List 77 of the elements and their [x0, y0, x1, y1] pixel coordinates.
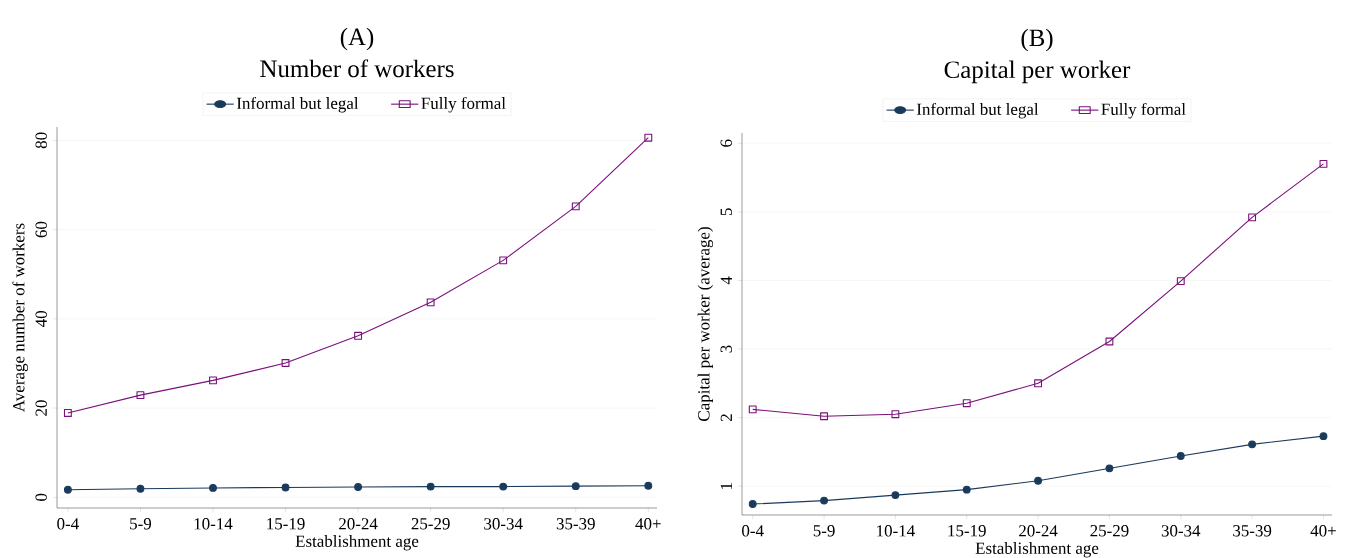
legend-label: Informal but legal: [236, 96, 359, 113]
point: [1105, 464, 1114, 473]
y-tick-label: 2: [720, 414, 732, 422]
point: [962, 399, 971, 408]
x-tick-label: 25-29: [1090, 525, 1129, 537]
y-tick-label: 3: [720, 345, 732, 353]
point: [1248, 213, 1257, 222]
point: [281, 359, 290, 367]
point: [962, 485, 971, 494]
point: [1034, 379, 1043, 388]
point: [644, 133, 653, 142]
y-tick-label: 4: [720, 276, 732, 285]
point: [748, 500, 757, 508]
x-tick-label: 30-34: [484, 518, 523, 530]
x-tick-label: 35-39: [556, 518, 595, 530]
point: [1105, 337, 1114, 346]
point: [1248, 440, 1257, 449]
chart-subtitle: Capital per worker: [944, 60, 1131, 84]
point: [63, 409, 72, 417]
point: [281, 483, 290, 492]
x-axis-title: Establishment age: [975, 542, 1099, 558]
point: [571, 202, 580, 211]
point: [426, 298, 435, 307]
y-tick-label: 20: [35, 400, 47, 416]
point: [1319, 159, 1328, 168]
x-tick-label: 40+: [1310, 525, 1336, 537]
y-tick-label: 1: [720, 482, 732, 489]
point: [499, 256, 508, 265]
x-tick-label: 15-19: [948, 525, 986, 537]
point: [136, 484, 145, 493]
y-tick-label: 80: [35, 132, 47, 149]
point: [136, 391, 145, 400]
x-tick-label: 35-39: [1233, 525, 1272, 537]
point: [1034, 476, 1043, 485]
x-tick-label: 10-14: [877, 525, 915, 537]
y-axis-title: Average number of workers: [12, 223, 28, 412]
point: [748, 405, 757, 414]
x-tick-label: 10-14: [194, 518, 233, 530]
chart-title: (B): [1021, 28, 1053, 52]
point: [499, 482, 508, 491]
point: [820, 496, 828, 505]
x-tick-label: 20-24: [1019, 525, 1058, 537]
y-axis-title: Capital per worker (average): [697, 227, 714, 421]
x-tick-label: 30-34: [1161, 525, 1201, 537]
y-tick-label: 0: [35, 493, 47, 501]
x-tick-label: 0-4: [57, 518, 79, 530]
chart-subtitle: Number of workers: [260, 59, 454, 78]
x-tick-label: 15-19: [267, 518, 305, 530]
point: [354, 331, 363, 340]
point: [1319, 432, 1328, 441]
x-tick-label: 5-9: [130, 518, 152, 530]
legend-label: Fully formal: [1101, 102, 1186, 119]
point: [891, 410, 900, 419]
point: [354, 483, 363, 491]
point: [63, 485, 72, 494]
point: [209, 376, 217, 385]
y-tick-label: 60: [35, 221, 47, 238]
legend-label: Informal but legal: [916, 102, 1039, 119]
chart-title: (A): [340, 27, 374, 51]
point: [1176, 277, 1185, 286]
point: [891, 491, 900, 500]
x-tick-label: 40+: [635, 518, 661, 530]
point: [426, 482, 435, 491]
point: [209, 483, 217, 492]
x-axis-title: Establishment age: [295, 535, 419, 551]
point: [820, 412, 828, 421]
point: [571, 482, 580, 491]
y-tick-label: 5: [720, 208, 732, 216]
y-tick-label: 6: [720, 139, 732, 147]
x-tick-label: 5-9: [813, 525, 835, 537]
x-tick-label: 25-29: [411, 518, 450, 530]
point: [644, 481, 653, 490]
x-tick-label: 0-4: [742, 525, 764, 537]
legend-label: Fully formal: [421, 96, 506, 113]
y-tick-label: 40: [35, 311, 47, 327]
x-tick-label: 20-24: [339, 518, 378, 530]
point: [1176, 452, 1185, 460]
